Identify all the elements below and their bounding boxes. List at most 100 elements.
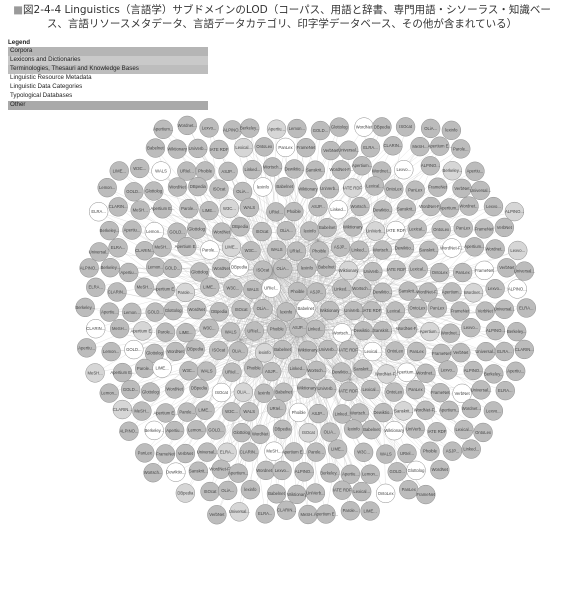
graph-node[interactable]: LIME... — [152, 358, 172, 378]
graph-node[interactable]: OntoLex — [473, 422, 493, 443]
graph-node[interactable]: UniVerb... — [365, 221, 386, 241]
graph-node[interactable]: MeSH... — [85, 363, 105, 383]
graph-node[interactable]: FrameNet — [431, 343, 452, 364]
graph-node[interactable]: Apertiu... — [266, 119, 287, 139]
graph-node[interactable]: MeSH... — [132, 401, 152, 421]
graph-node[interactable]: Apertium... — [228, 463, 248, 483]
graph-node[interactable]: W3C... — [221, 402, 242, 422]
graph-node[interactable]: IATE RDF — [332, 480, 352, 500]
graph-node[interactable]: IATE RDF — [342, 178, 362, 198]
graph-node[interactable]: DBpedia — [272, 419, 293, 439]
graph-node[interactable]: WALS — [239, 197, 260, 218]
graph-node[interactable]: MeSH... — [130, 200, 150, 220]
graph-node[interactable]: Wordnet... — [461, 398, 481, 419]
graph-node[interactable]: PanLex — [453, 218, 473, 238]
graph-node[interactable]: LIME... — [327, 439, 348, 459]
graph-node[interactable]: DBpedia — [230, 217, 250, 237]
graph-node[interactable]: ASJP... — [442, 441, 463, 461]
graph-node[interactable]: URIel... — [222, 362, 242, 382]
graph-node[interactable]: Lexvo... — [438, 360, 458, 380]
graph-node[interactable]: CLARIN... — [135, 241, 155, 261]
graph-node[interactable]: Apertium... — [420, 321, 440, 342]
graph-node[interactable]: Apertium E... — [282, 442, 306, 462]
graph-node[interactable]: Lexical... — [233, 138, 254, 158]
graph-node[interactable]: DBpedia — [372, 117, 392, 137]
graph-node[interactable]: lexinfo — [441, 120, 462, 140]
graph-node[interactable]: ISOcat — [211, 382, 232, 403]
graph-node[interactable]: Sanskrit... — [188, 461, 209, 481]
graph-node[interactable]: ELRA... — [360, 138, 381, 158]
graph-node[interactable]: Universal... — [471, 380, 492, 400]
graph-node[interactable]: DBpedia — [188, 176, 208, 197]
graph-node[interactable]: ALPINO... — [420, 156, 441, 176]
graph-node[interactable]: VerbNet — [207, 505, 227, 525]
graph-node[interactable]: Wordnet... — [463, 283, 484, 303]
graph-node[interactable]: Wiktionary — [287, 484, 308, 505]
graph-node[interactable]: Sanskrit... — [372, 321, 393, 341]
graph-node[interactable]: DBpedia — [189, 378, 209, 398]
graph-node[interactable]: Lemon... — [287, 118, 307, 139]
graph-node[interactable]: PanLex — [275, 137, 296, 158]
graph-node[interactable]: Lexvo... — [461, 318, 481, 338]
graph-node[interactable]: Parole... — [200, 240, 220, 260]
graph-node[interactable]: WALS — [197, 361, 217, 381]
graph-node[interactable]: Universal... — [514, 261, 535, 281]
graph-node[interactable]: Parole... — [340, 501, 361, 521]
graph-node[interactable]: Glottolog — [140, 382, 161, 402]
graph-node[interactable]: Parole... — [179, 198, 199, 219]
graph-node[interactable]: Phoible — [284, 201, 304, 222]
graph-node[interactable]: WordNet — [250, 424, 270, 444]
graph-node[interactable]: lexinfo — [254, 383, 274, 403]
graph-node[interactable]: Phoible — [420, 441, 440, 461]
graph-node[interactable]: UniVerb... — [343, 301, 364, 321]
graph-node[interactable]: VerbNet — [475, 301, 495, 321]
graph-node[interactable]: Wiktionary — [339, 260, 359, 281]
graph-node[interactable]: Dewiktio... — [395, 238, 414, 258]
graph-node[interactable]: Parole... — [177, 402, 197, 422]
graph-node[interactable]: FrameNet — [155, 444, 176, 464]
graph-node[interactable]: OLiA... — [253, 299, 273, 319]
graph-node[interactable]: lexinfo — [240, 480, 261, 500]
graph-node[interactable]: Dewiktio... — [373, 200, 392, 220]
graph-node[interactable]: LIME... — [221, 237, 242, 257]
graph-node[interactable]: Apertium... — [352, 156, 372, 176]
graph-node[interactable]: ISOcat — [395, 117, 416, 137]
graph-node[interactable]: Wortsch... — [143, 463, 163, 483]
graph-node[interactable]: Berkeley... — [240, 118, 259, 138]
graph-node[interactable]: IATE RDF — [209, 139, 229, 160]
graph-node[interactable]: Lexical... — [362, 341, 383, 362]
graph-node[interactable]: Apertium E... — [154, 403, 178, 423]
graph-node[interactable]: Wiktionary — [320, 300, 340, 321]
graph-node[interactable]: WordNet-F... — [414, 400, 437, 420]
graph-node[interactable]: Dewiktio... — [354, 321, 373, 341]
graph-node[interactable]: CLARIN... — [514, 339, 534, 360]
graph-node[interactable]: MeSH... — [410, 136, 430, 157]
graph-node[interactable]: MeSH... — [134, 277, 154, 297]
graph-node[interactable]: Berkeley... — [443, 161, 462, 181]
graph-node[interactable]: OLiA... — [228, 341, 248, 361]
graph-node[interactable]: Lemon... — [97, 178, 117, 198]
graph-node[interactable]: Wordnet... — [440, 323, 461, 343]
graph-node[interactable]: Lexical... — [385, 301, 406, 321]
graph-node[interactable]: Wortsch... — [350, 196, 370, 217]
graph-node[interactable]: IATE RDF — [338, 381, 358, 401]
graph-node[interactable]: Wordnet... — [459, 196, 479, 216]
graph-node[interactable]: LIME... — [109, 161, 129, 181]
graph-node[interactable]: Phoible — [289, 402, 309, 423]
graph-node[interactable]: ASJP... — [262, 362, 282, 382]
graph-node[interactable]: WordNet — [187, 299, 207, 320]
graph-node[interactable]: Apertiu... — [122, 220, 142, 240]
graph-node[interactable]: CLARIN... — [107, 282, 127, 302]
graph-node[interactable]: ISOcat — [231, 299, 251, 320]
graph-node[interactable]: VerbNet — [452, 383, 472, 404]
graph-node[interactable]: Linked... — [287, 358, 308, 379]
graph-node[interactable]: OntoLex — [375, 483, 396, 504]
graph-node[interactable]: MeSH... — [298, 504, 318, 525]
graph-node[interactable]: Lexical... — [364, 176, 385, 196]
graph-node[interactable]: WordNet — [212, 258, 232, 279]
graph-node[interactable]: WordNet — [164, 379, 185, 399]
graph-node[interactable]: Berkeley... — [100, 220, 119, 241]
graph-node[interactable]: Lexical... — [407, 219, 427, 239]
graph-node[interactable]: Apertium E... — [428, 136, 452, 156]
graph-node[interactable]: OLiA... — [233, 382, 253, 402]
